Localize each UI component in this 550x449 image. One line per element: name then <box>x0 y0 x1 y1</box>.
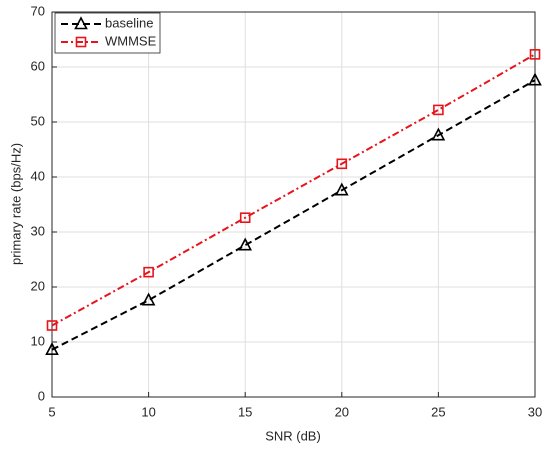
y-tick-label: 70 <box>31 3 45 18</box>
plot-frame <box>51 11 536 398</box>
x-tick-label: 25 <box>431 404 445 419</box>
marker <box>239 212 251 223</box>
marker <box>433 104 444 116</box>
marker <box>143 266 154 278</box>
marker <box>46 320 58 331</box>
legend-box <box>54 12 161 54</box>
x-tick-label: 30 <box>528 404 542 419</box>
x-axis-label: SNR (dB) <box>265 428 321 443</box>
legend-label: WMMSE <box>105 33 157 48</box>
marker <box>334 182 349 196</box>
marker <box>45 341 59 356</box>
legend-label: baseline <box>105 15 153 30</box>
legend-marker <box>75 36 87 48</box>
marker <box>529 49 541 60</box>
x-tick-label: 20 <box>335 404 349 419</box>
x-tick-label: 10 <box>141 404 155 419</box>
series-line <box>51 53 536 327</box>
y-tick-label: 40 <box>31 168 45 183</box>
legend-marker <box>74 16 88 30</box>
x-tick-label: 5 <box>48 404 55 419</box>
y-tick-label: 10 <box>31 333 45 348</box>
x-tick-label: 15 <box>238 404 252 419</box>
y-tick-label: 60 <box>31 58 45 73</box>
marker <box>238 237 253 251</box>
marker <box>141 292 156 306</box>
y-axis-label: primary rate (bps/Hz) <box>8 143 23 265</box>
marker <box>431 127 446 141</box>
series-line <box>51 79 536 351</box>
marker <box>336 158 348 170</box>
y-tick-label: 30 <box>31 223 45 238</box>
y-tick-label: 50 <box>31 113 45 128</box>
marker <box>528 72 542 86</box>
legend: baseline WMMSE <box>54 12 161 54</box>
y-tick-label: 20 <box>31 278 45 293</box>
y-tick-label: 0 <box>38 388 45 403</box>
